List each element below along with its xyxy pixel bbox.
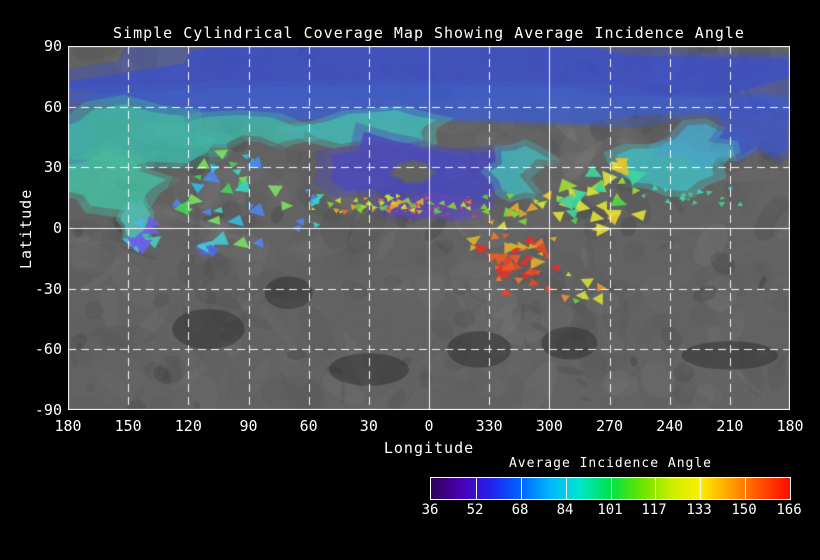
colorbar-title: Average Incidence Angle (508, 456, 712, 471)
colorbar-tick-label: 52 (466, 502, 484, 518)
y-tick-label: -30 (34, 279, 62, 298)
colorbar-divider (655, 478, 656, 499)
x-tick-label: 270 (595, 417, 624, 435)
x-tick-label: 180 (54, 417, 82, 435)
map-canvas (68, 46, 790, 410)
y-tick-label: -90 (34, 401, 62, 419)
x-tick-label: 300 (535, 417, 563, 435)
colorbar-divider (566, 478, 567, 499)
x-tick-label: 210 (716, 417, 744, 435)
y-tick-label: 0 (52, 219, 62, 237)
colorbar-tick-label: 36 (421, 502, 439, 518)
x-tick-label: 90 (239, 417, 258, 435)
colorbar-tick-label: 101 (597, 502, 623, 518)
colorbar-tick-label: 150 (731, 502, 757, 518)
colorbar-gradient (430, 477, 791, 500)
x-axis-title: Longitude (383, 439, 475, 457)
colorbar-divider (611, 478, 612, 499)
x-tick-label: 150 (114, 417, 142, 435)
y-tick-label: 60 (43, 97, 62, 116)
x-tick-label: 0 (424, 417, 434, 435)
y-tick-label: 30 (43, 158, 62, 177)
y-tick-label: -60 (34, 340, 62, 359)
colorbar-tick-label: 166 (776, 502, 802, 518)
colorbar-divider (745, 478, 746, 499)
x-tick-label: 60 (299, 417, 318, 435)
colorbar-divider (700, 478, 701, 499)
x-tick-label: 180 (776, 417, 804, 435)
colorbar-tick-label: 84 (556, 502, 574, 518)
colorbar: Average Incidence Angle 36 52 68 84 101 117 13… (422, 456, 802, 526)
colorbar-divider (521, 478, 522, 499)
x-tick-label: 330 (475, 417, 503, 435)
y-axis-title: Latitude (17, 188, 35, 269)
y-tick-label: 90 (43, 37, 62, 55)
x-tick-label: 120 (174, 417, 202, 435)
colorbar-tick-label: 68 (511, 502, 529, 518)
x-tick-label: 30 (359, 417, 378, 435)
x-tick-label: 240 (656, 417, 684, 435)
map-plot (68, 46, 790, 410)
colorbar-divider (476, 478, 477, 499)
colorbar-tick-label: 117 (641, 502, 667, 518)
chart-title: Simple Cylindrical Coverage Map Showing … (113, 24, 745, 42)
colorbar-tick-label: 133 (686, 502, 712, 518)
